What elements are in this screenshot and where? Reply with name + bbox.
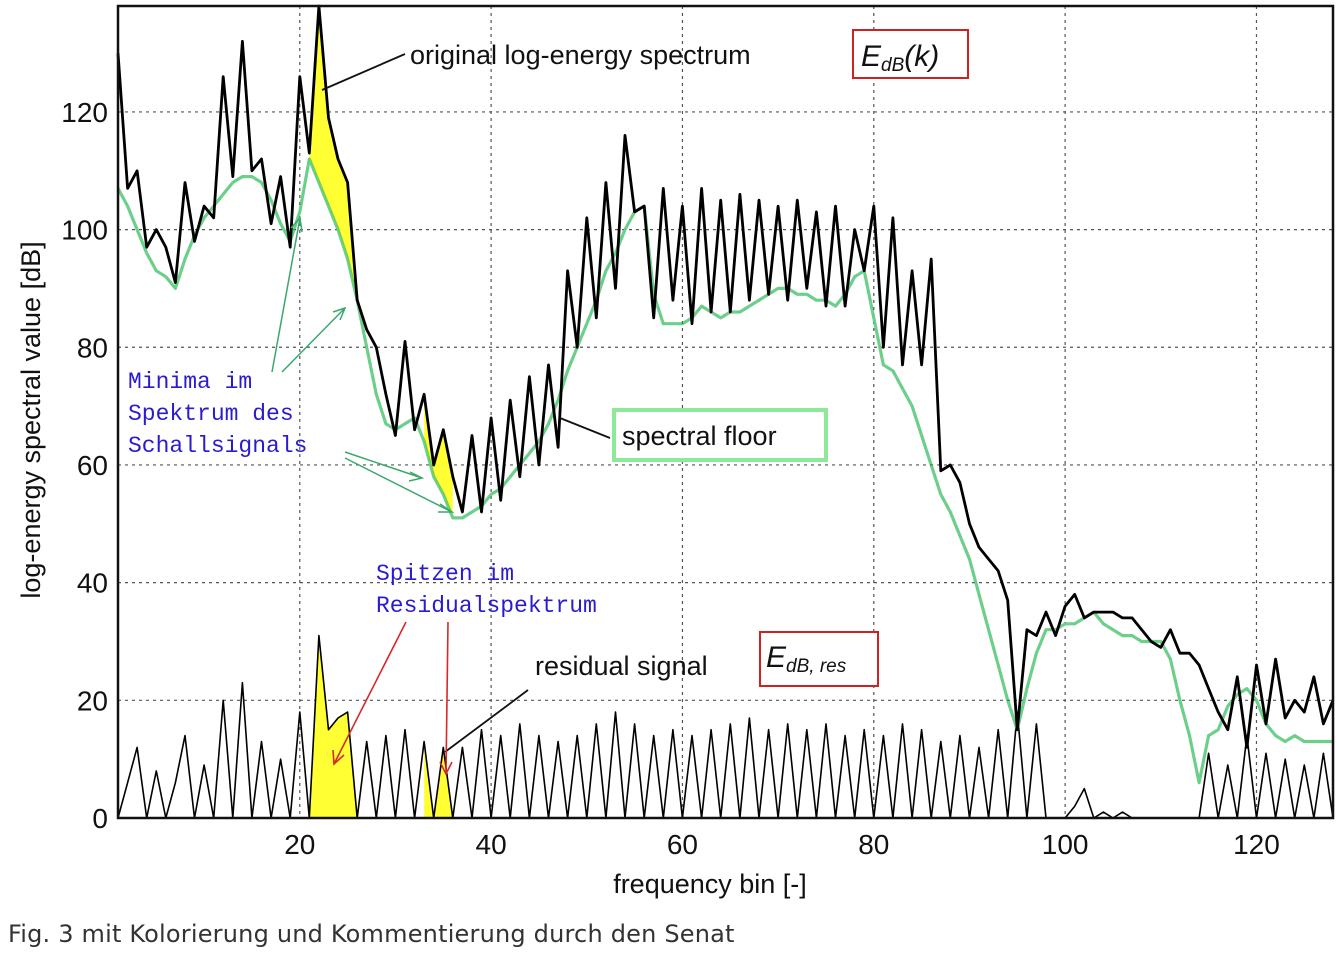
- annotation-residual-label: residual signal: [535, 651, 708, 681]
- y-tick-label: 0: [92, 803, 108, 834]
- x-tick-label: 20: [284, 829, 315, 860]
- annotation-peaks: Spitzen im Residualspektrum: [332, 561, 597, 776]
- minima-line-3: Schallsignals: [128, 433, 307, 459]
- annotation-minima: Minima im Spektrum des Schallsignals: [128, 216, 455, 513]
- figure-caption: Fig. 3 mit Kolorierung und Kommentierung…: [8, 920, 735, 948]
- plot-frame: [116, 4, 1335, 820]
- peaks-arrows: [332, 621, 453, 776]
- y-tick-label: 40: [77, 568, 108, 599]
- annotation-original: original log-energy spectrum EdB(k): [321, 29, 969, 91]
- highlight-fills: [309, 6, 453, 818]
- annotation-original-equation: EdB(k): [861, 40, 939, 76]
- minima-line-2: Spektrum des: [128, 401, 294, 427]
- y-tick-label: 60: [77, 450, 108, 481]
- x-tick-label: 40: [476, 829, 507, 860]
- annotation-floor: spectral floor: [559, 408, 828, 462]
- annotation-residual-equation: EdB, res: [766, 641, 847, 677]
- highlight-fill: [309, 635, 358, 818]
- y-tick-label: 120: [61, 97, 108, 128]
- x-tick-label: 100: [1042, 829, 1089, 860]
- annotation-original-label: original log-energy spectrum: [410, 40, 751, 70]
- minima-line-1: Minima im: [128, 369, 252, 395]
- peaks-line-2: Residualspektrum: [376, 593, 597, 619]
- y-tick-label: 20: [77, 685, 108, 716]
- highlight-fill: [424, 741, 453, 818]
- tick-labels: 20 40 60 80 100 120 0 20 40 60 80 100 120: [61, 97, 1280, 860]
- series-lines: [116, 4, 1335, 819]
- peaks-line-1: Spitzen im: [376, 561, 514, 587]
- y-tick-label: 80: [77, 332, 108, 363]
- minima-arrows: [271, 216, 455, 513]
- spectral-floor-line: [116, 157, 1333, 784]
- original-spectrum-line: [116, 4, 1335, 749]
- highlight-fill: [309, 6, 358, 301]
- annotation-floor-label: spectral floor: [622, 421, 777, 451]
- x-axis-label: frequency bin [-]: [613, 869, 807, 899]
- annotation-residual: residual signal EdB, res: [444, 631, 879, 753]
- x-tick-label: 60: [667, 829, 698, 860]
- x-tick-label: 80: [858, 829, 889, 860]
- highlight-fill: [424, 394, 453, 518]
- x-tick-label: 120: [1233, 829, 1280, 860]
- y-axis-label: log-energy spectral value [dB]: [16, 241, 46, 598]
- y-tick-label: 100: [61, 215, 108, 246]
